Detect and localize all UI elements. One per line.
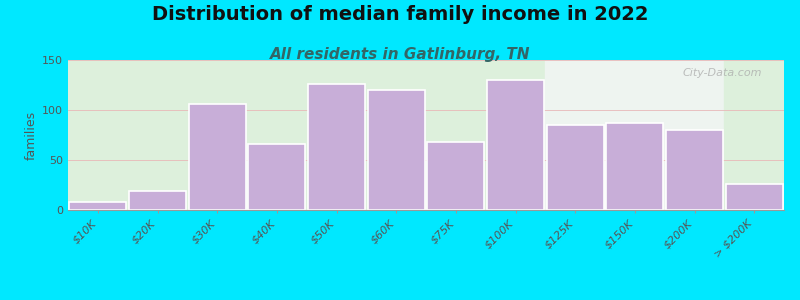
Bar bbox=[724, 60, 784, 210]
Bar bbox=[70, 202, 126, 210]
Bar bbox=[546, 60, 724, 210]
Bar bbox=[68, 60, 546, 210]
Bar bbox=[249, 144, 305, 210]
Bar bbox=[726, 184, 782, 210]
Bar bbox=[189, 104, 246, 210]
Text: Distribution of median family income in 2022: Distribution of median family income in … bbox=[152, 4, 648, 23]
Bar bbox=[487, 80, 544, 210]
Bar bbox=[368, 90, 425, 210]
Bar bbox=[129, 191, 186, 210]
Text: All residents in Gatlinburg, TN: All residents in Gatlinburg, TN bbox=[270, 46, 530, 62]
Bar bbox=[547, 125, 603, 210]
Bar bbox=[606, 123, 663, 210]
Text: City-Data.com: City-Data.com bbox=[683, 68, 762, 77]
Bar bbox=[308, 84, 365, 210]
Y-axis label: families: families bbox=[25, 110, 38, 160]
Bar bbox=[427, 142, 484, 210]
Bar bbox=[666, 130, 723, 210]
